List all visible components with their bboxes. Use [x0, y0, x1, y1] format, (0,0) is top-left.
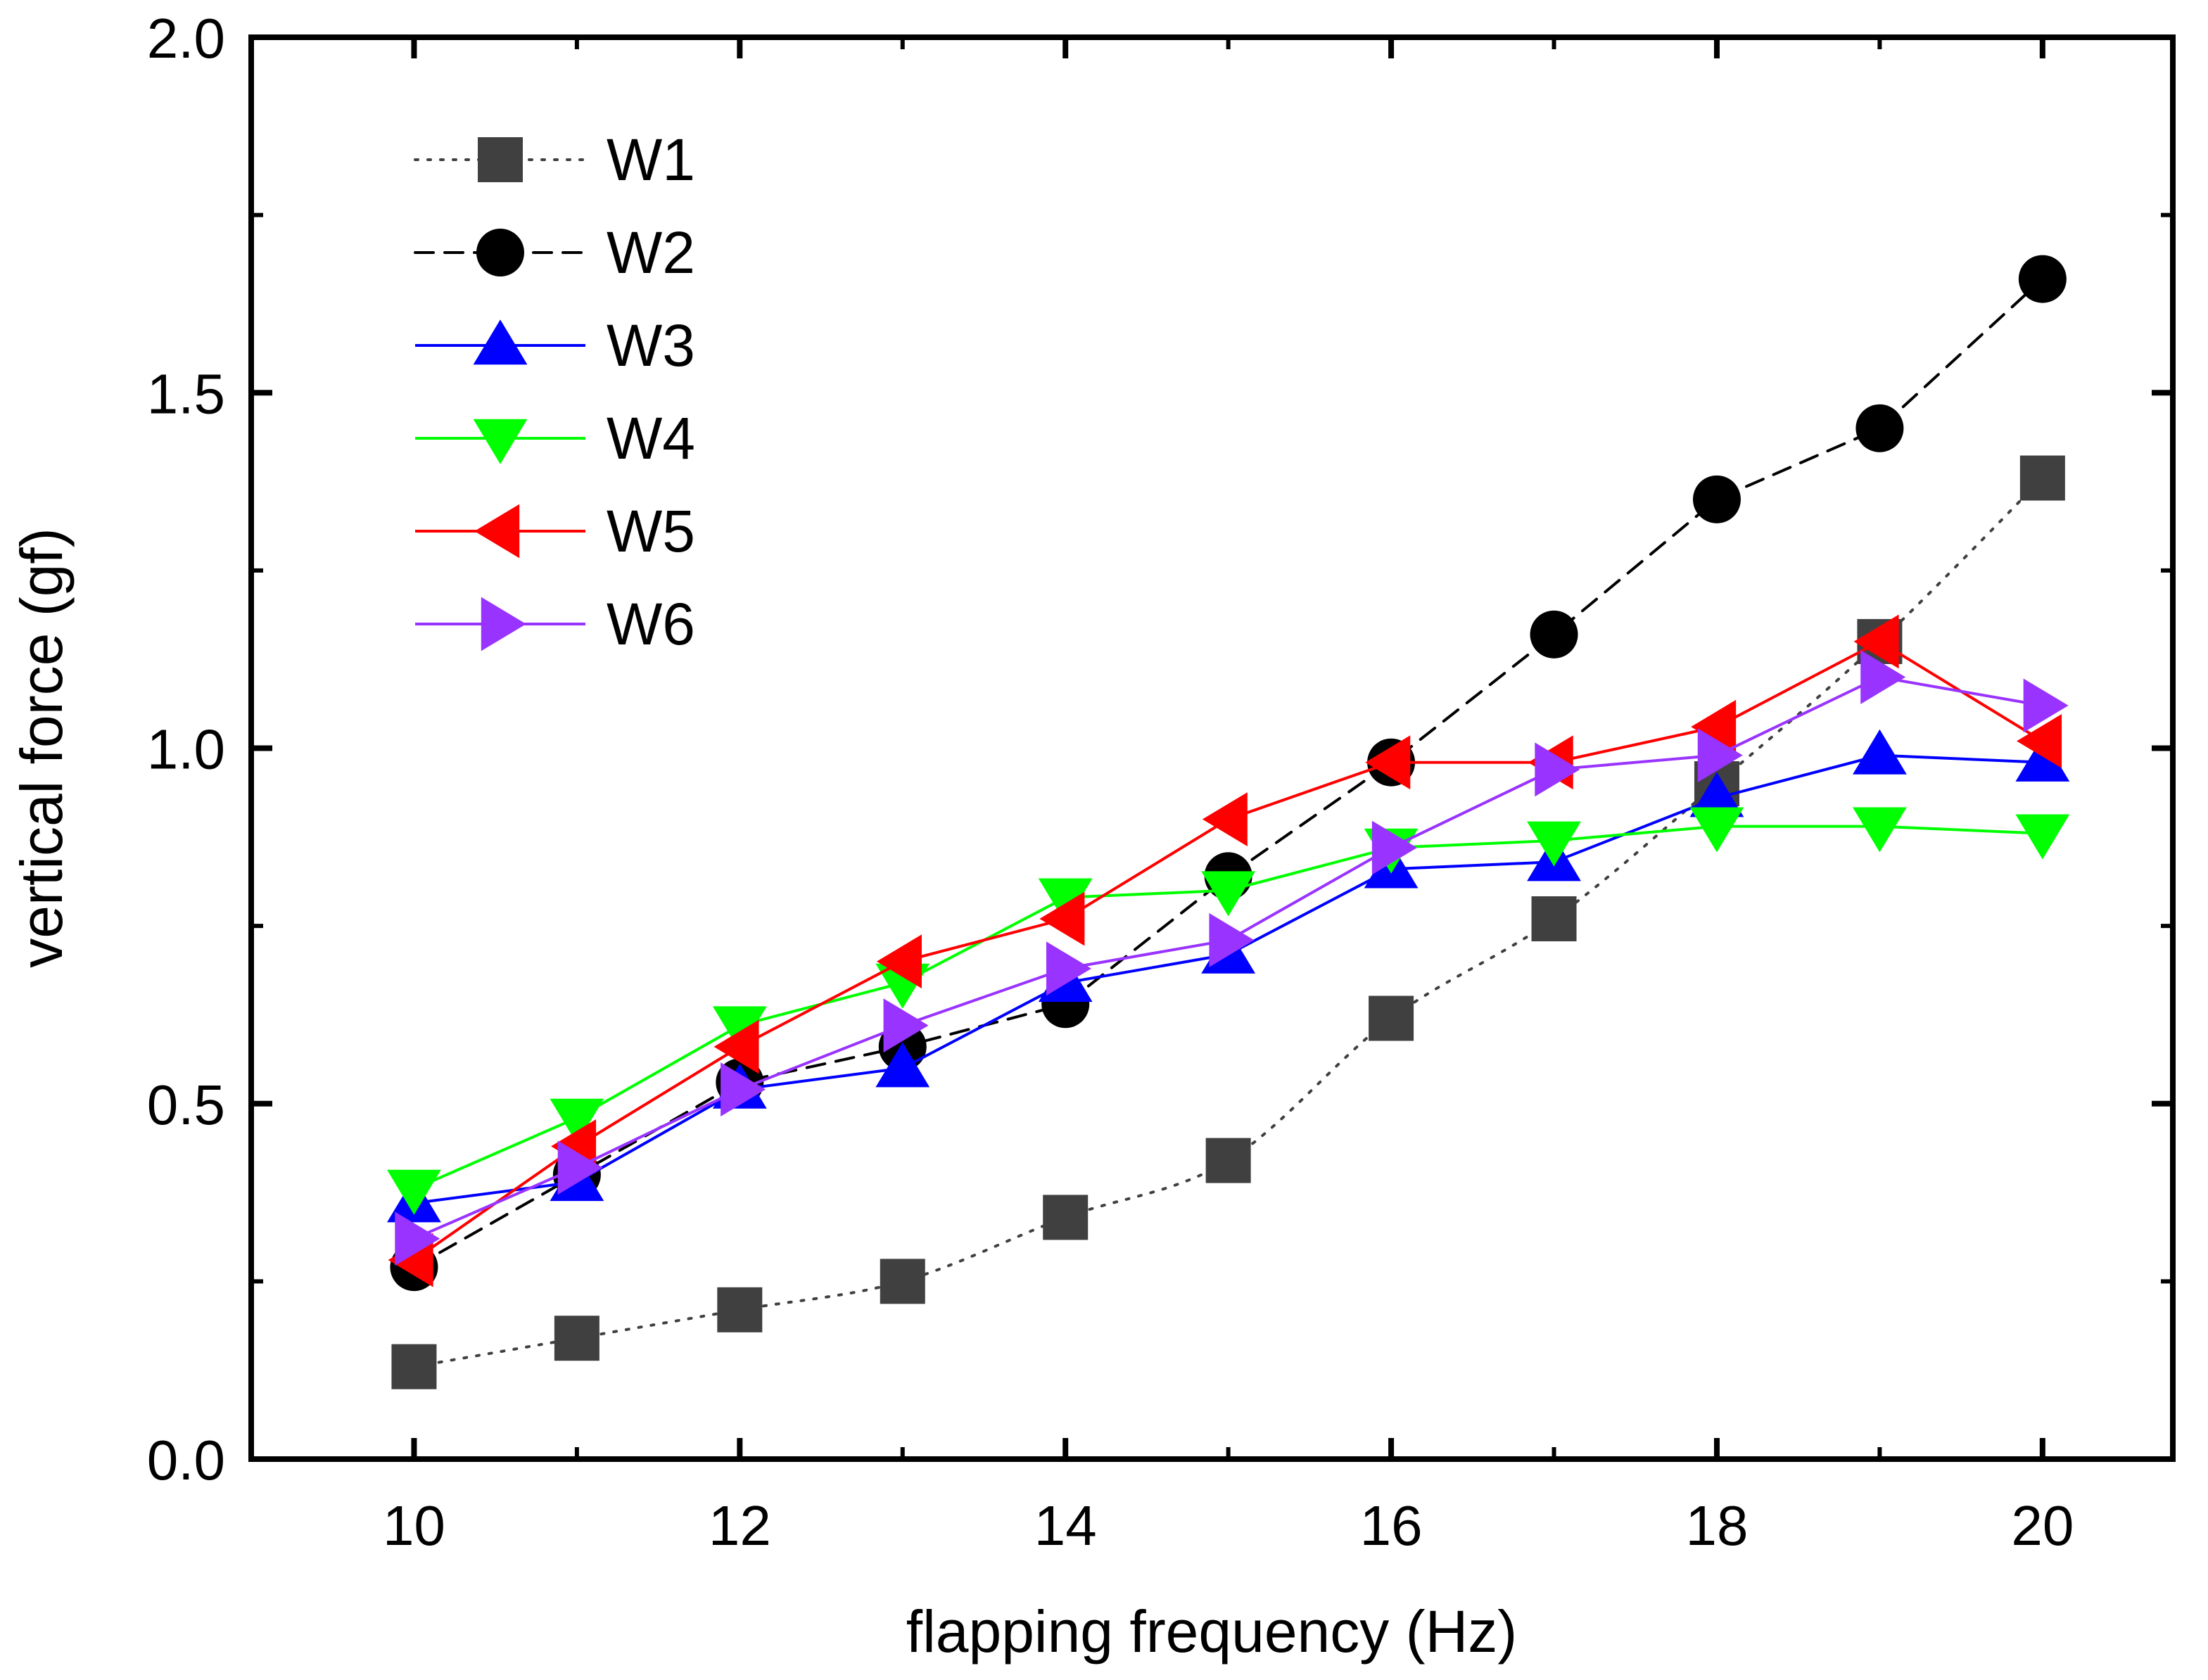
- point-w6-18: [1697, 728, 1743, 783]
- legend-label-w2: W2: [607, 219, 695, 286]
- legend-label-w4: W4: [607, 405, 695, 471]
- legend-item-w4: W4: [415, 405, 695, 471]
- legend-label-w6: W6: [607, 591, 695, 657]
- x-tick-label-18: 18: [1685, 1494, 1748, 1557]
- point-w4-19: [1853, 807, 1907, 853]
- point-w6-11: [557, 1140, 603, 1195]
- point-w4-20: [2015, 814, 2070, 860]
- plot-series: [387, 255, 2070, 1389]
- point-w4-10: [387, 1169, 441, 1215]
- y-tick-label-1.5: 1.5: [147, 362, 225, 425]
- x-tick-label-10: 10: [383, 1494, 445, 1557]
- point-w6-13: [883, 998, 929, 1052]
- point-w5-18: [1691, 699, 1737, 754]
- x-axis-title: flapping frequency (Hz): [906, 1598, 1517, 1665]
- y-tick-label-0.5: 0.5: [147, 1074, 225, 1136]
- legend-item-w5: W5: [415, 498, 695, 564]
- axes: 10 12 14 16 18 20 0.0 0.5 1.0 1.5 2.0: [147, 7, 2173, 1557]
- point-w1-13: [880, 1259, 925, 1304]
- point-w6-20: [2023, 678, 2069, 733]
- point-w3-20: [2015, 736, 2070, 782]
- point-w5-13: [876, 934, 922, 989]
- legend-label-w5: W5: [607, 498, 695, 564]
- point-w5-20: [2017, 713, 2062, 768]
- point-w3-13: [875, 1042, 930, 1088]
- point-w6-15: [1209, 912, 1255, 967]
- point-w5-19: [1853, 614, 1899, 669]
- point-w4-12: [712, 1006, 767, 1052]
- point-w6-17: [1535, 742, 1580, 797]
- point-w2-19: [1855, 404, 1904, 452]
- point-w1-17: [1531, 896, 1577, 942]
- point-w6-14: [1046, 941, 1092, 996]
- point-w2-17: [1530, 610, 1578, 658]
- point-w5-12: [713, 1019, 759, 1074]
- legend-marker-w5: [474, 504, 520, 559]
- point-w4-15: [1201, 871, 1256, 917]
- series-line-w1: [412, 476, 2044, 1368]
- series-w1: [391, 455, 2065, 1389]
- point-w1-20: [2019, 455, 2065, 501]
- point-w6-10: [395, 1211, 440, 1266]
- point-w4-18: [1689, 807, 1744, 853]
- y-tick-label-0.0: 0.0: [147, 1429, 225, 1491]
- x-tick-label-12: 12: [709, 1494, 771, 1557]
- point-w6-19: [1860, 650, 1906, 704]
- point-w1-15: [1205, 1138, 1251, 1183]
- point-w1-14: [1043, 1195, 1089, 1240]
- point-w6-12: [721, 1062, 766, 1116]
- legend-item-w3: W3: [415, 312, 695, 378]
- point-w1-16: [1369, 995, 1414, 1041]
- legend: W1 W2 W3 W4 W5 W6: [414, 127, 695, 657]
- point-w1-10: [391, 1344, 437, 1389]
- point-w2-18: [1692, 475, 1741, 523]
- legend-item-w1: W1: [414, 127, 695, 193]
- point-w6-16: [1371, 820, 1417, 875]
- point-w5-15: [1202, 792, 1248, 846]
- y-tick-label-2.0: 2.0: [147, 7, 225, 70]
- legend-marker-w1: [478, 137, 523, 182]
- point-w4-11: [550, 1098, 604, 1144]
- point-w4-17: [1527, 821, 1581, 867]
- point-w4-14: [1038, 878, 1093, 924]
- point-w2-20: [2018, 255, 2067, 303]
- legend-item-w2: W2: [414, 219, 695, 286]
- legend-marker-w3: [473, 319, 528, 365]
- series-w6: [395, 650, 2069, 1266]
- point-w5-16: [1365, 735, 1411, 790]
- legend-label-w1: W1: [607, 127, 695, 193]
- x-tick-label-16: 16: [1360, 1494, 1423, 1557]
- y-tick-label-1.0: 1.0: [147, 718, 225, 781]
- point-w1-12: [717, 1287, 763, 1332]
- legend-marker-w6: [481, 597, 526, 651]
- x-tick-label-20: 20: [2011, 1494, 2074, 1557]
- point-w1-11: [554, 1316, 599, 1361]
- legend-marker-w4: [473, 419, 528, 464]
- y-axis-title: vertical force (gf): [8, 528, 75, 968]
- point-w3-19: [1853, 729, 1907, 775]
- x-tick-label-14: 14: [1034, 1494, 1097, 1557]
- legend-label-w3: W3: [607, 312, 695, 378]
- point-w5-14: [1039, 891, 1085, 946]
- legend-item-w6: W6: [415, 591, 695, 657]
- legend-marker-w2: [476, 229, 524, 276]
- point-w3-18: [1689, 772, 1744, 817]
